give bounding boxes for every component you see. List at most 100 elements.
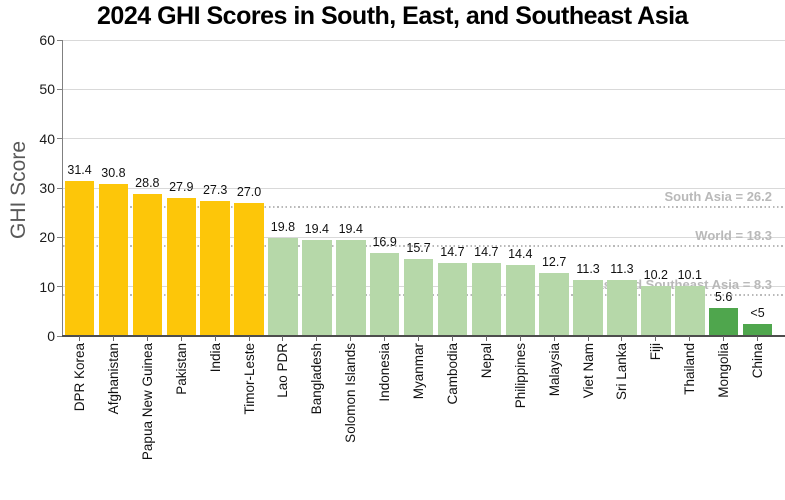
x-tick: [282, 336, 284, 341]
bar-Afghanistan: [98, 184, 129, 335]
bar-Solomon Islands: [336, 240, 366, 335]
gridline-50: [63, 88, 785, 90]
reference-label-1: World = 18.3: [695, 227, 772, 243]
x-category-label: Thailand: [682, 343, 698, 395]
x-category-label: DPR Korea: [72, 343, 88, 412]
x-tick: [350, 336, 352, 341]
y-tick-0: [57, 335, 63, 337]
y-tick-30: [57, 187, 63, 189]
x-category-label: Papua New Guinea: [139, 343, 155, 461]
y-tick-label-10: 10: [39, 278, 55, 295]
bar-value-label: 14.7: [440, 245, 465, 260]
x-category-label: Myanmar: [411, 343, 427, 400]
bar-Malaysia: [539, 273, 569, 335]
bar-China: [742, 324, 773, 335]
bar-value-label: 19.4: [338, 222, 363, 237]
x-category-label: Lao PDR: [275, 343, 291, 398]
bar-Lao PDR: [268, 238, 298, 335]
bar-Pakistan: [166, 198, 196, 335]
bar-value-label: 19.4: [304, 222, 330, 237]
x-category-label: Pakistan: [173, 343, 189, 395]
bar-value-label: 14.4: [508, 246, 533, 261]
x-category-label: Sri Lanka: [614, 343, 630, 401]
x-category-label: Mongolia: [716, 343, 732, 398]
bar-value-label: 10.2: [643, 267, 669, 282]
x-tick: [757, 336, 759, 341]
x-category-label: Fiji: [648, 343, 664, 361]
bar-Nepal: [471, 263, 502, 335]
x-tick: [384, 336, 386, 341]
x-category-label: Cambodia: [444, 343, 460, 405]
x-category-label: Nepal: [478, 343, 494, 379]
reference-label-0: South Asia = 26.2: [664, 188, 772, 204]
x-tick: [180, 336, 182, 341]
bar-Philippines: [505, 264, 535, 335]
bar-Fiji: [641, 285, 671, 335]
bar-value-label: 15.7: [406, 240, 431, 255]
x-tick: [451, 336, 453, 341]
gridline-30: [63, 187, 785, 189]
y-tick-60: [57, 39, 63, 41]
x-category-label: Timor-Leste: [241, 343, 257, 415]
bar-Indonesia: [369, 252, 400, 335]
bar-Bangladesh: [302, 240, 332, 335]
bar-value-label: 5.6: [714, 290, 733, 305]
x-tick: [79, 336, 81, 341]
y-tick-40: [57, 138, 63, 140]
bar-value-label: 19.8: [270, 220, 296, 235]
x-category-label: Viet Nam: [580, 343, 596, 399]
x-category-label: Solomon Islands: [343, 343, 359, 443]
x-category-label: Malaysia: [546, 343, 562, 397]
x-category-label: China: [750, 343, 766, 379]
y-tick-label-20: 20: [39, 229, 55, 246]
x-category-label: Afghanistan: [105, 343, 121, 415]
y-tick-label-50: 50: [39, 81, 55, 98]
x-tick: [214, 336, 216, 341]
x-tick: [112, 336, 114, 341]
bar-Timor-Leste: [234, 202, 264, 335]
x-tick: [723, 336, 725, 341]
bar-value-label: 28.8: [135, 175, 160, 190]
y-tick-label-40: 40: [39, 130, 55, 147]
bar-value-label: 30.8: [101, 166, 126, 181]
bar-value-label: 31.4: [67, 163, 92, 178]
bar-India: [200, 201, 230, 335]
bar-value-label: 14.7: [474, 245, 499, 260]
bar-value-label: 11.3: [610, 262, 634, 277]
gridline-60: [63, 39, 785, 41]
bar-Mongolia: [708, 308, 739, 335]
bar-Papua New Guinea: [132, 193, 163, 335]
x-axis-spine: [62, 335, 785, 337]
x-tick: [689, 336, 691, 341]
y-tick-50: [57, 88, 63, 90]
y-tick-10: [57, 286, 63, 288]
x-tick: [587, 336, 589, 341]
y-tick-label-0: 0: [47, 328, 55, 344]
y-tick-20: [57, 236, 63, 238]
bar-value-label: 27.3: [202, 183, 228, 198]
gridline-40: [63, 138, 785, 140]
bar-value-label: 16.9: [372, 234, 397, 249]
reference-line-1: [63, 244, 785, 247]
bar-value-label: <5: [750, 306, 765, 321]
bar-value-label: 27.0: [236, 184, 262, 199]
x-category-label: Indonesia: [377, 343, 393, 402]
x-category-label: Bangladesh: [309, 343, 325, 415]
x-tick: [553, 336, 555, 341]
y-tick-label-30: 30: [39, 180, 55, 196]
bar-Viet Nam: [573, 280, 603, 335]
bar-value-label: 11.3: [576, 262, 600, 277]
y-axis-spine: [62, 40, 63, 336]
x-tick: [485, 336, 487, 341]
bar-Thailand: [675, 286, 705, 335]
x-tick: [655, 336, 657, 341]
bar-DPR Korea: [64, 181, 95, 335]
x-tick: [519, 336, 521, 341]
x-tick: [418, 336, 420, 341]
y-tick-label-60: 60: [39, 32, 55, 48]
reference-line-0: [63, 205, 785, 208]
x-tick: [621, 336, 623, 341]
x-tick: [146, 336, 148, 341]
gridline-20: [63, 236, 785, 238]
